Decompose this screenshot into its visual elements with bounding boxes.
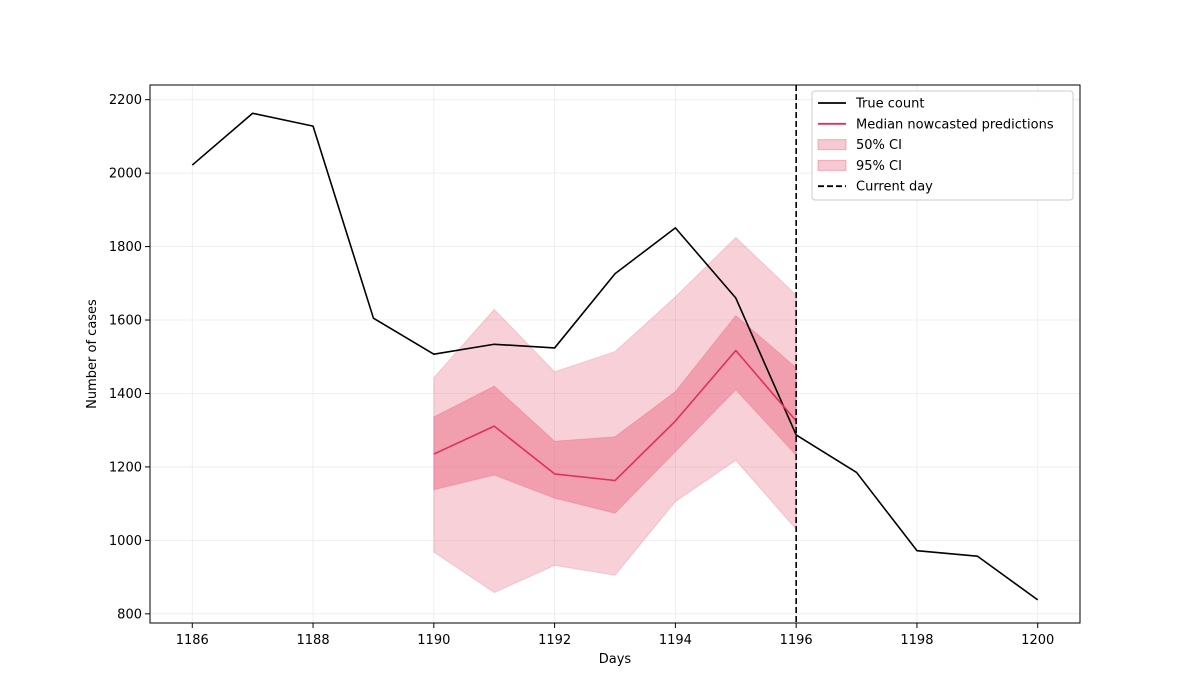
x-tick-label: 1186	[176, 633, 209, 648]
legend-box	[811, 90, 1074, 201]
series-lines	[191, 112, 1039, 601]
plot-frame	[149, 84, 1081, 624]
legend-item-median-nowcasted-predictions-label: Median nowcasted predictions	[856, 117, 1054, 132]
y-tick-label: 1000	[109, 534, 142, 549]
ci-bands	[433, 236, 797, 594]
y-tick-label: 2200	[109, 93, 142, 108]
true-count-line	[191, 112, 1039, 601]
median-prediction-line	[433, 349, 797, 482]
legend-item-95-ci-swatch	[817, 159, 847, 171]
x-axis-label: Days	[599, 652, 632, 667]
y-axis-label: Number of cases	[85, 299, 100, 409]
legend-item-50-ci-swatch	[817, 139, 847, 151]
y-tick-label: 1400	[109, 387, 142, 402]
y-tick-label: 800	[117, 607, 142, 622]
grid	[150, 85, 1080, 623]
y-tick-label: 2000	[109, 167, 142, 182]
y-axis-ticks: 800 1000 1200 1400 1600 1800 2000 2200	[109, 93, 150, 622]
x-tick-label: 1188	[297, 633, 330, 648]
x-tick-label: 1194	[659, 633, 692, 648]
legend-item-95-ci-label: 95% CI	[856, 159, 902, 174]
legend-item-true-count-label: True count	[855, 97, 924, 112]
y-tick-label: 1800	[109, 240, 142, 255]
y-tick-label: 1200	[109, 460, 142, 475]
x-tick-label: 1200	[1021, 633, 1054, 648]
x-tick-label: 1190	[417, 633, 450, 648]
legend-item-current-day-label: Current day	[856, 180, 933, 195]
legend: True count Median nowcasted predictions 50…	[811, 90, 1074, 201]
x-tick-label: 1192	[538, 633, 571, 648]
legend-item-50-ci-label: 50% CI	[856, 138, 902, 153]
x-tick-label: 1196	[780, 633, 813, 648]
x-tick-label: 1198	[900, 633, 933, 648]
y-tick-label: 1600	[109, 314, 142, 329]
x-axis-ticks: 1186 1188 1190 1192 1194 1196 1198 1200	[176, 623, 1054, 648]
